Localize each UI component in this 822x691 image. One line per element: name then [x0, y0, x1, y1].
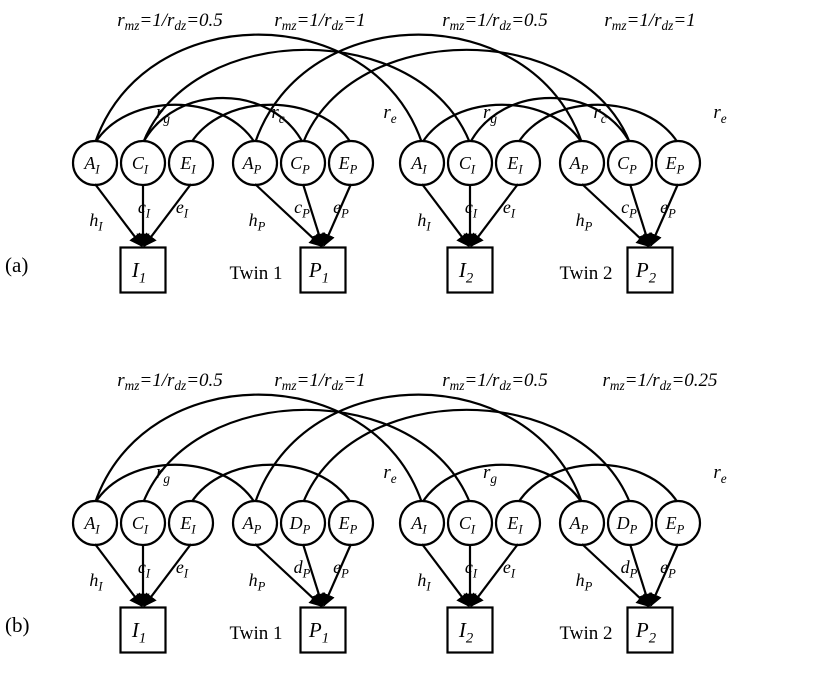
svg-text:hI: hI — [417, 570, 431, 594]
svg-text:Twin 2: Twin 2 — [559, 263, 612, 284]
svg-text:Twin 1: Twin 1 — [229, 623, 282, 644]
svg-text:hI: hI — [89, 210, 103, 234]
svg-text:rmz=1/rdz=0.5: rmz=1/rdz=0.5 — [117, 10, 223, 33]
svg-text:re: re — [713, 102, 726, 126]
svg-text:cI: cI — [465, 197, 478, 221]
svg-text:Twin 1: Twin 1 — [229, 263, 282, 284]
svg-text:rmz=1/rdz=0.5: rmz=1/rdz=0.5 — [442, 10, 548, 33]
svg-text:eP: eP — [333, 557, 349, 581]
svg-text:rmz=1/rdz=1: rmz=1/rdz=1 — [604, 10, 695, 33]
svg-text:re: re — [383, 102, 396, 126]
svg-text:hP: hP — [249, 210, 266, 234]
svg-text:rmz=1/rdz=1: rmz=1/rdz=1 — [274, 370, 365, 393]
svg-text:eP: eP — [660, 197, 676, 221]
svg-text:(a): (a) — [5, 253, 28, 277]
svg-text:hI: hI — [89, 570, 103, 594]
svg-text:eP: eP — [333, 197, 349, 221]
svg-text:rmz=1/rdz=0.5: rmz=1/rdz=0.5 — [117, 370, 223, 393]
svg-text:eI: eI — [503, 557, 516, 581]
svg-text:hI: hI — [417, 210, 431, 234]
svg-text:cI: cI — [138, 197, 151, 221]
svg-text:hP: hP — [249, 570, 266, 594]
svg-text:(b): (b) — [5, 613, 30, 637]
svg-text:eI: eI — [176, 197, 189, 221]
svg-text:rmz=1/rdz=0.25: rmz=1/rdz=0.25 — [602, 370, 717, 393]
svg-text:hP: hP — [576, 210, 593, 234]
svg-text:eI: eI — [176, 557, 189, 581]
svg-text:cI: cI — [465, 557, 478, 581]
svg-text:re: re — [713, 462, 726, 486]
svg-text:eI: eI — [503, 197, 516, 221]
svg-text:cI: cI — [138, 557, 151, 581]
twin-model-diagram: (a) rmz=1/rdz=0.5 rmz=1/rdz=1 rmz=1/rdz=0.5… — [0, 0, 822, 686]
svg-text:hP: hP — [576, 570, 593, 594]
svg-text:Twin 2: Twin 2 — [559, 623, 612, 644]
svg-text:eP: eP — [660, 557, 676, 581]
svg-text:rmz=1/rdz=1: rmz=1/rdz=1 — [274, 10, 365, 33]
svg-text:rmz=1/rdz=0.5: rmz=1/rdz=0.5 — [442, 370, 548, 393]
svg-text:re: re — [383, 462, 396, 486]
